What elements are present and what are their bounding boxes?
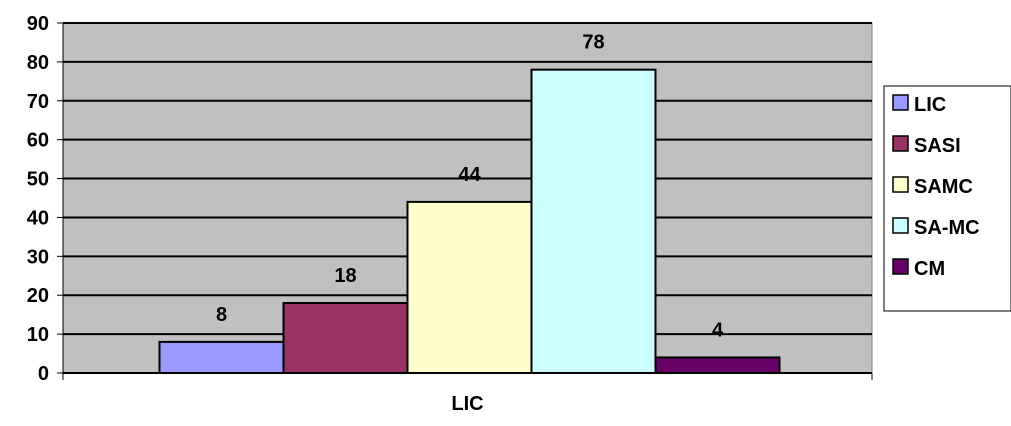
data-label-sa-mc: 78 bbox=[582, 32, 604, 54]
legend-label-sa-mc: SA-MC bbox=[914, 217, 980, 239]
legend-label-lic: LIC bbox=[914, 94, 946, 116]
y-tick-label: 80 bbox=[27, 52, 49, 74]
legend-swatch-samc bbox=[892, 176, 909, 193]
data-label-lic: 8 bbox=[216, 304, 227, 326]
legend-swatch-sa-mc bbox=[892, 217, 909, 234]
y-tick-label: 40 bbox=[27, 207, 49, 229]
data-label-samc: 44 bbox=[458, 164, 481, 186]
legend-box bbox=[883, 85, 1011, 312]
y-tick-label: 70 bbox=[27, 91, 49, 113]
x-category-label: LIC bbox=[451, 393, 483, 415]
legend-swatch-lic bbox=[892, 94, 909, 111]
data-labels: 8 18 44 78 4 bbox=[216, 32, 724, 342]
legend: LIC SASI SAMC SA-MC CM bbox=[883, 85, 1011, 312]
legend-swatch-cm bbox=[892, 258, 909, 275]
bar-lic bbox=[158, 340, 285, 374]
y-axis: 0 10 20 30 40 50 60 70 80 90 bbox=[27, 13, 64, 385]
legend-label-sasi: SASI bbox=[914, 135, 961, 157]
y-tick-label: 20 bbox=[27, 285, 49, 307]
bars bbox=[158, 68, 781, 375]
legend-swatch-sasi bbox=[892, 135, 909, 152]
y-tick-label: 10 bbox=[27, 324, 49, 346]
gridlines bbox=[63, 22, 872, 336]
x-axis: LIC bbox=[62, 372, 873, 415]
legend-label-samc: SAMC bbox=[914, 176, 973, 198]
bar-samc bbox=[406, 200, 533, 374]
y-tick-label: 90 bbox=[27, 13, 49, 35]
data-label-cm: 4 bbox=[712, 319, 724, 341]
legend-label-cm: CM bbox=[914, 258, 945, 280]
bar-sasi bbox=[282, 302, 409, 374]
y-tick-label: 60 bbox=[27, 130, 49, 152]
y-tick-label: 30 bbox=[27, 246, 49, 268]
data-label-sasi: 18 bbox=[334, 265, 356, 287]
y-tick-label: 50 bbox=[27, 169, 49, 191]
bar-sa-mc bbox=[530, 68, 657, 375]
bar-cm bbox=[654, 356, 781, 375]
y-tick-label: 0 bbox=[38, 363, 49, 385]
